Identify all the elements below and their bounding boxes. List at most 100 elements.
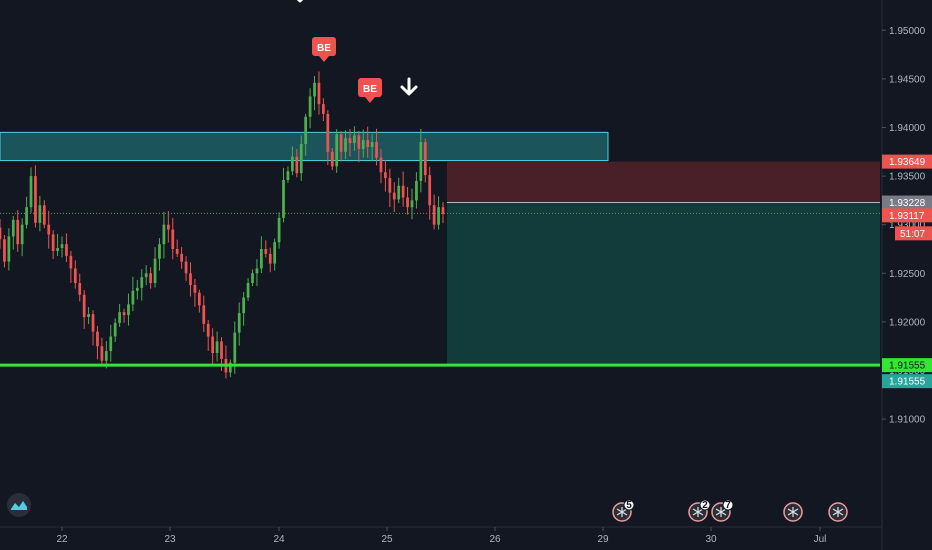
candle bbox=[415, 172, 418, 209]
candle-body bbox=[0, 227, 2, 240]
arrow-head bbox=[400, 85, 418, 96]
candle-body bbox=[100, 346, 104, 361]
candle-body bbox=[47, 224, 51, 235]
candle-body bbox=[131, 290, 135, 305]
candle bbox=[131, 276, 135, 312]
candle bbox=[255, 259, 259, 286]
economic-event-icon[interactable] bbox=[828, 502, 848, 522]
time-tick-label: 29 bbox=[597, 534, 609, 545]
candle bbox=[259, 236, 263, 274]
current-price-badge-bg bbox=[882, 208, 932, 223]
target-price-badge-bg bbox=[882, 358, 932, 373]
time-tick-label: 24 bbox=[273, 534, 285, 545]
price-tick-label: 1.94500 bbox=[889, 74, 926, 85]
candle-body bbox=[423, 142, 427, 176]
candle-body bbox=[16, 219, 20, 245]
time-tick-label: 25 bbox=[381, 534, 393, 545]
candle-body bbox=[233, 332, 237, 363]
candle bbox=[11, 216, 15, 250]
time-tick-label: Jul bbox=[814, 534, 827, 545]
candle bbox=[60, 236, 64, 258]
candle-body bbox=[29, 176, 33, 208]
candle-body bbox=[127, 304, 130, 316]
candle bbox=[144, 265, 148, 286]
candle-body bbox=[34, 176, 37, 223]
candle bbox=[184, 256, 188, 281]
candle bbox=[206, 319, 210, 351]
candle bbox=[166, 210, 170, 243]
event-count-badge bbox=[722, 499, 734, 511]
price-tick-label: 1.93500 bbox=[889, 172, 926, 183]
candles bbox=[0, 71, 445, 379]
be-marker-pointer bbox=[319, 56, 329, 62]
candle-body bbox=[428, 175, 432, 206]
candle bbox=[51, 230, 55, 260]
candle bbox=[3, 235, 6, 268]
price-tick-label: 1.92500 bbox=[889, 269, 926, 280]
candle-body bbox=[149, 273, 152, 284]
candle-body bbox=[317, 82, 321, 105]
candle bbox=[251, 269, 254, 287]
candle-body bbox=[109, 336, 113, 352]
candle bbox=[277, 212, 281, 249]
position-zones bbox=[0, 131, 880, 366]
candle-body bbox=[361, 140, 365, 149]
candle-body bbox=[42, 205, 46, 225]
economic-event-icon[interactable]: 7 bbox=[711, 499, 734, 522]
candle bbox=[295, 149, 299, 178]
candle bbox=[82, 289, 86, 329]
candle bbox=[73, 260, 77, 289]
time-axis[interactable]: 22 23 24 25 26 29 30 Jul bbox=[0, 526, 882, 545]
candle-body bbox=[375, 142, 378, 158]
candle-body bbox=[242, 297, 246, 314]
candle bbox=[242, 292, 246, 326]
candle-body bbox=[171, 229, 175, 249]
candle bbox=[361, 129, 365, 158]
resistance-zone[interactable] bbox=[0, 131, 609, 162]
candle bbox=[25, 196, 28, 229]
candle-body bbox=[73, 268, 77, 284]
flag-icon bbox=[692, 507, 704, 517]
candle bbox=[335, 129, 339, 173]
candle bbox=[29, 167, 33, 213]
candle-body bbox=[295, 156, 299, 174]
candle bbox=[42, 200, 46, 229]
target-price-badge-label: 1.91555 bbox=[889, 361, 926, 372]
candle bbox=[326, 110, 330, 165]
candle bbox=[113, 318, 117, 343]
candle bbox=[0, 218, 2, 249]
candle-body bbox=[56, 248, 59, 251]
tradingview-logo[interactable] bbox=[7, 493, 31, 517]
candle bbox=[299, 135, 303, 181]
candle bbox=[140, 269, 144, 301]
candle bbox=[441, 201, 445, 224]
candle-body bbox=[237, 313, 241, 333]
candle-body bbox=[158, 244, 161, 259]
flag-icon bbox=[832, 507, 844, 517]
event-count-badge bbox=[623, 499, 635, 511]
candle bbox=[16, 210, 20, 252]
candle bbox=[171, 217, 175, 260]
down-arrow-icon bbox=[296, 0, 304, 3]
candle bbox=[158, 238, 161, 271]
candle bbox=[317, 71, 321, 115]
candle-body bbox=[3, 239, 6, 262]
candle bbox=[87, 307, 90, 325]
economic-event-icon[interactable]: 5 bbox=[612, 499, 635, 522]
event-badges[interactable]: 5 2 7 bbox=[612, 499, 848, 522]
candle bbox=[353, 126, 356, 151]
candle bbox=[69, 250, 73, 283]
economic-event-icon[interactable]: 2 bbox=[688, 499, 711, 522]
candle-body bbox=[118, 312, 121, 323]
candle-body bbox=[38, 205, 42, 223]
economic-event-icon[interactable] bbox=[783, 502, 803, 522]
candle bbox=[282, 167, 285, 223]
candle bbox=[375, 128, 378, 166]
candle-body bbox=[304, 116, 308, 145]
candle-body bbox=[175, 249, 179, 254]
countdown-label: 51:07 bbox=[900, 229, 925, 240]
down-arrow-icon bbox=[400, 77, 418, 96]
stop-loss-zone bbox=[447, 161, 880, 203]
candle bbox=[313, 75, 316, 111]
